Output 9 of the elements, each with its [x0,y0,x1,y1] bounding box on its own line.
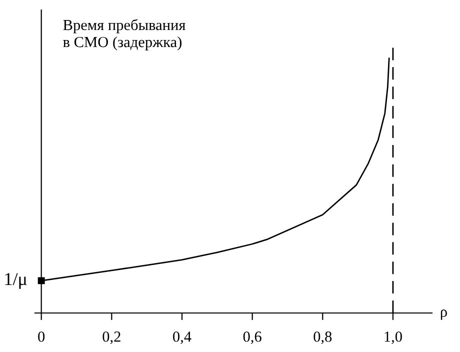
x-tick-label: 0 [38,331,45,342]
x-tick-label: 0,4 [173,331,192,344]
x-tick-label: 1,0 [384,331,402,344]
x-axis-title: ρ [440,310,447,320]
y-axis-title: Время пребывания в СМО (задержка) [63,19,186,50]
x-tick-label: 0,8 [314,331,332,344]
annotation: 1/μ [5,273,27,289]
x-tick-label: 0,6 [243,331,262,344]
x-tick-label: 0,2 [102,331,120,344]
